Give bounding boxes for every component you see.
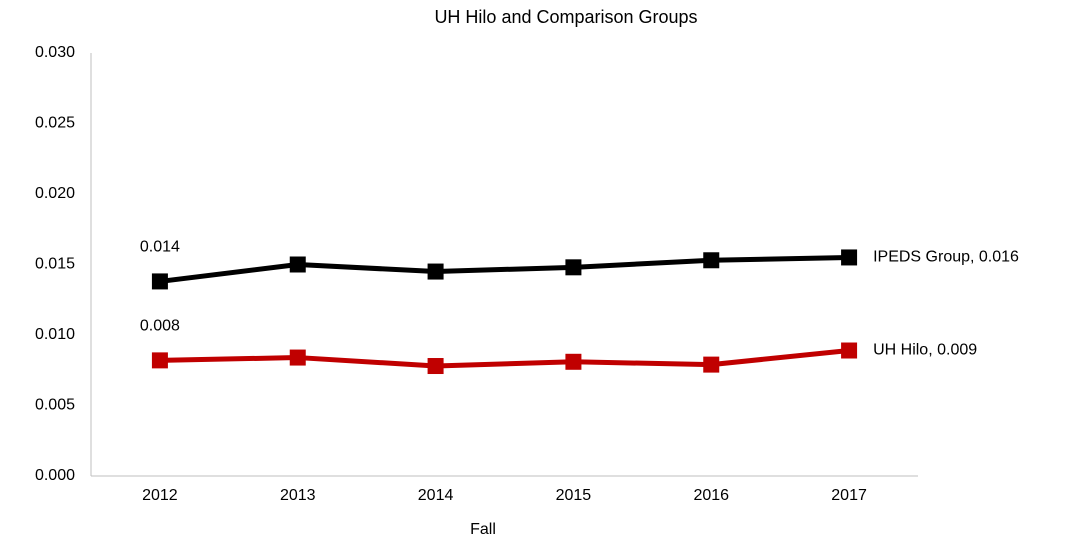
data-label: 0.014	[140, 239, 180, 256]
y-tick-label: 0.030	[35, 44, 75, 61]
series-line	[159, 254, 850, 284]
point-marker	[151, 352, 168, 369]
x-tick-label: 2017	[831, 487, 867, 504]
point-marker	[841, 249, 858, 266]
point-marker	[289, 256, 306, 273]
point-marker	[427, 263, 444, 280]
chart-title: UH Hilo and Comparison Groups	[434, 7, 697, 27]
point-marker	[841, 342, 858, 359]
data-label: 0.016	[979, 249, 1019, 266]
point-marker	[151, 273, 168, 290]
y-tick-label: 0.005	[35, 397, 75, 414]
end-label: UH Hilo, 0.009	[873, 342, 977, 359]
point-marker	[565, 259, 582, 276]
y-tick-label: 0.020	[35, 185, 75, 202]
series-name: IPEDS Group	[873, 249, 970, 266]
x-tick-label: 2016	[693, 487, 729, 504]
point-marker	[289, 349, 306, 366]
data-label: 0.008	[140, 318, 180, 335]
x-axis-label: Fall	[470, 521, 496, 538]
end-label: IPEDS Group, 0.016	[873, 249, 1019, 266]
x-tick-label: 2015	[556, 487, 592, 504]
point-marker	[703, 356, 720, 373]
x-tick-label: 2013	[280, 487, 316, 504]
y-tick-label: 0.025	[35, 115, 75, 132]
data-label: 0.009	[937, 342, 977, 359]
y-tick-label: 0.015	[35, 256, 75, 273]
x-tick-label: 2014	[418, 487, 454, 504]
x-tick-label: 2012	[142, 487, 178, 504]
y-tick-label: 0.010	[35, 326, 75, 343]
point-marker	[565, 353, 582, 370]
series-line	[159, 348, 850, 369]
y-tick-label: 0.000	[35, 467, 75, 484]
point-marker	[703, 252, 720, 269]
series-name: UH Hilo	[873, 342, 928, 359]
point-marker	[427, 358, 444, 375]
